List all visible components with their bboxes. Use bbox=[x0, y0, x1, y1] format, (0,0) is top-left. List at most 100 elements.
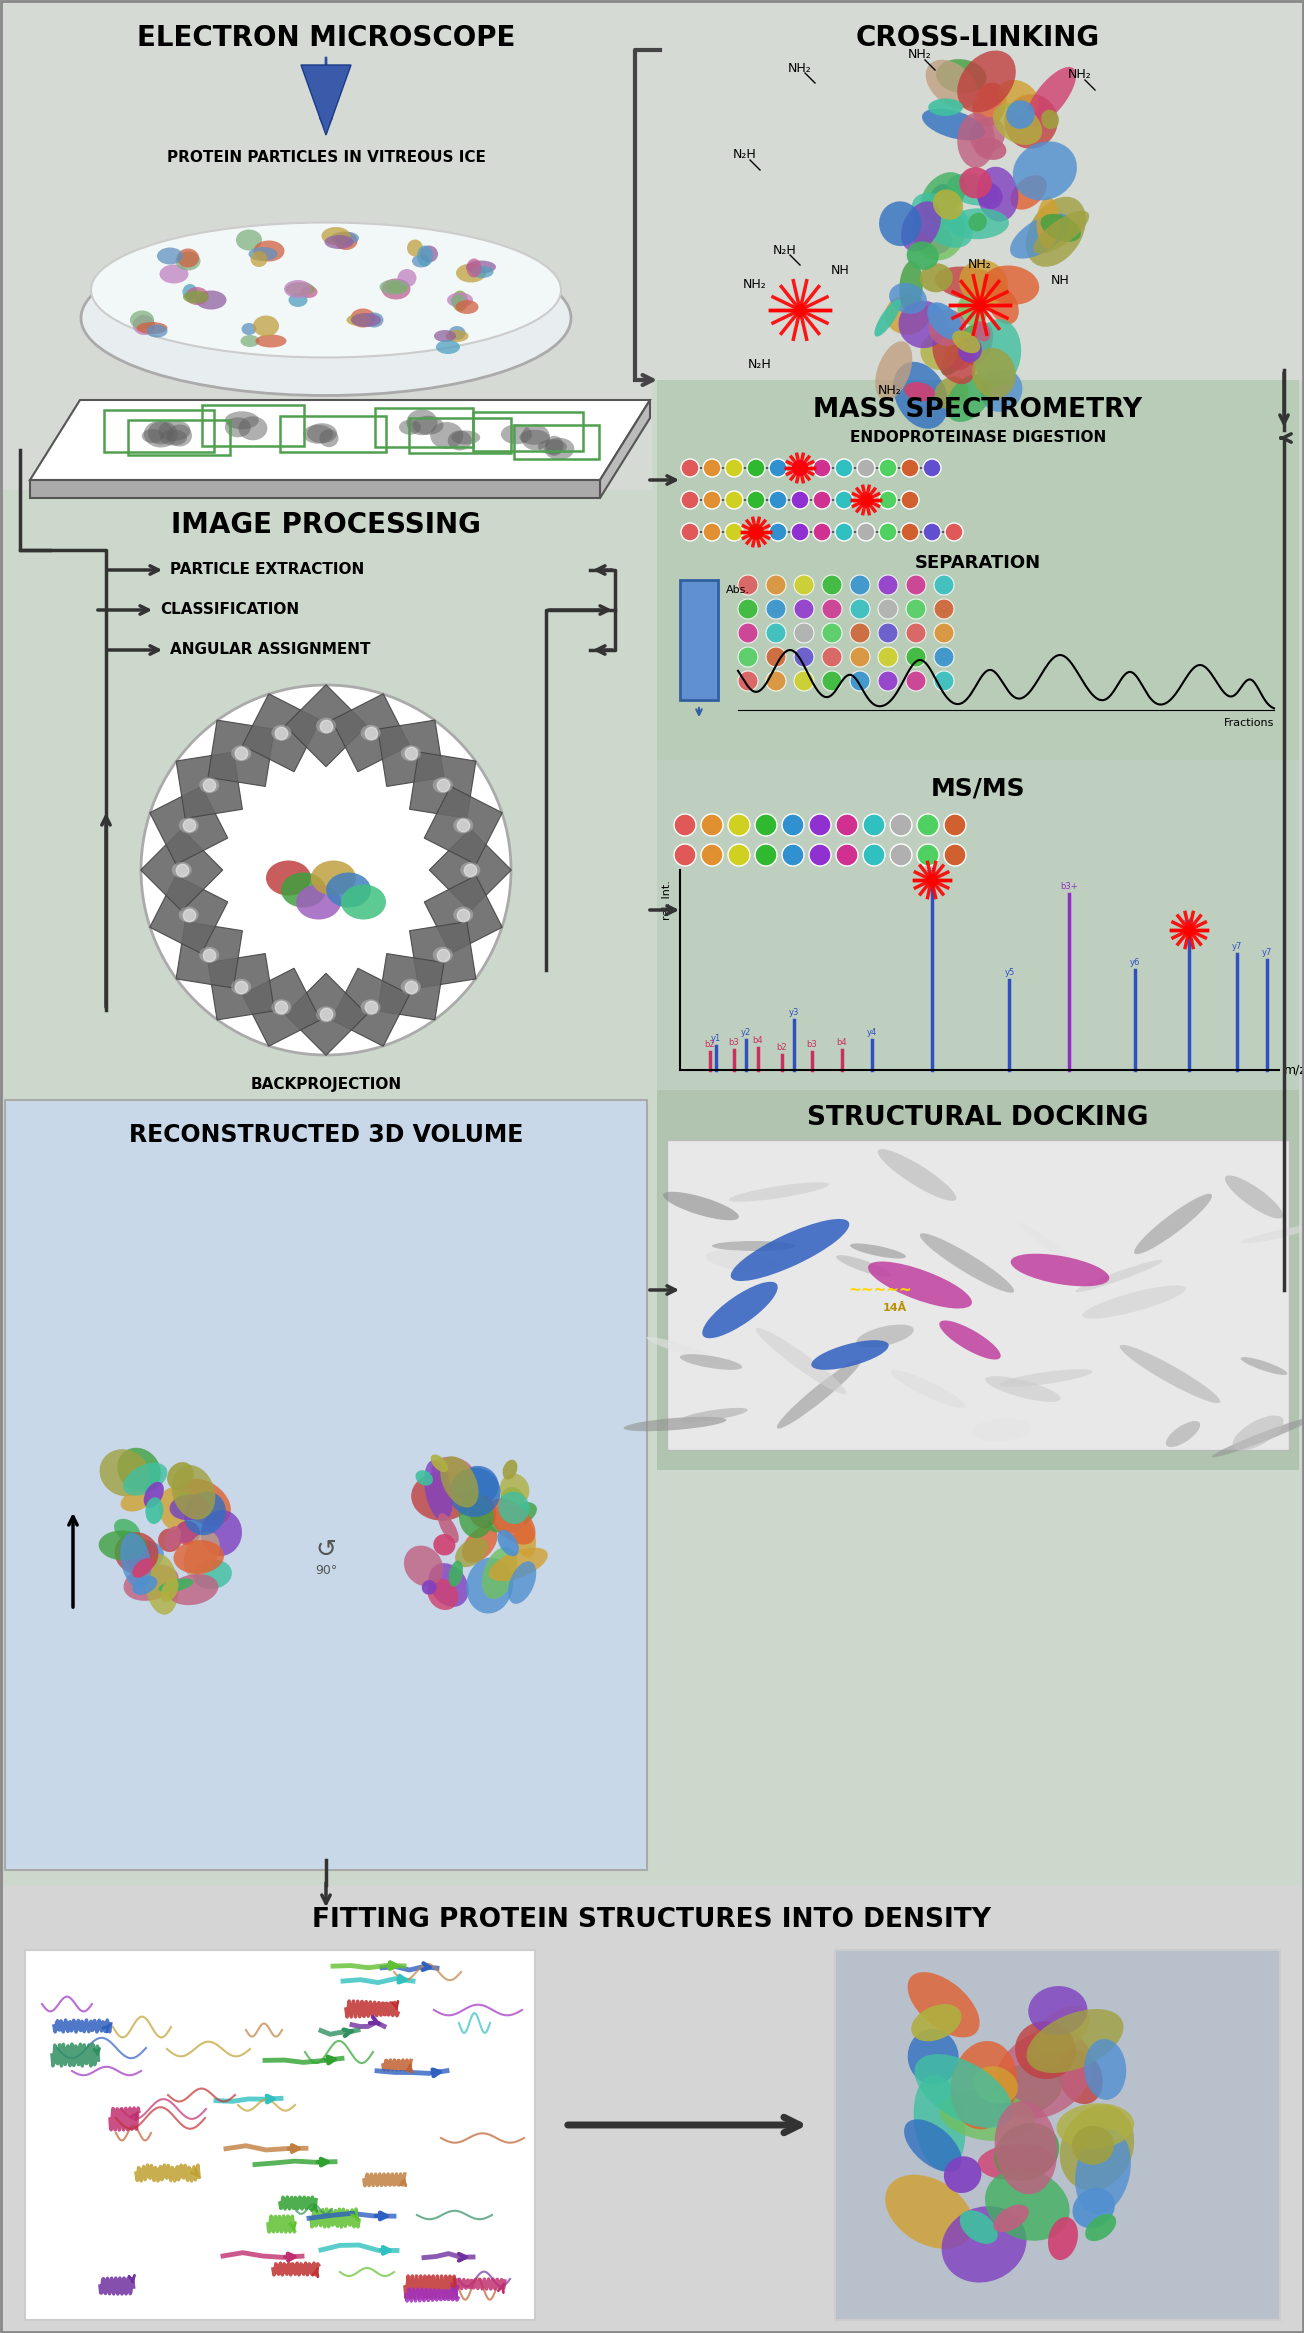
Polygon shape bbox=[150, 875, 228, 954]
Text: 14Å: 14Å bbox=[883, 1302, 908, 1313]
Ellipse shape bbox=[981, 369, 1022, 413]
Ellipse shape bbox=[908, 2030, 958, 2086]
Ellipse shape bbox=[447, 292, 473, 308]
Text: FITTING PROTEIN STRUCTURES INTO DENSITY: FITTING PROTEIN STRUCTURES INTO DENSITY bbox=[313, 1906, 991, 1934]
Text: N₂H: N₂H bbox=[773, 243, 797, 257]
Ellipse shape bbox=[935, 376, 969, 408]
Ellipse shape bbox=[900, 261, 923, 313]
Circle shape bbox=[879, 490, 897, 509]
Ellipse shape bbox=[456, 264, 486, 282]
Text: y6: y6 bbox=[1131, 959, 1141, 966]
Ellipse shape bbox=[446, 329, 468, 343]
Ellipse shape bbox=[81, 240, 571, 397]
Ellipse shape bbox=[351, 308, 376, 327]
Ellipse shape bbox=[970, 117, 1005, 154]
Circle shape bbox=[765, 623, 786, 644]
Ellipse shape bbox=[868, 1262, 971, 1309]
Point bbox=[171, 852, 192, 889]
Ellipse shape bbox=[146, 324, 167, 338]
Circle shape bbox=[878, 646, 898, 667]
Text: CROSS-LINKING: CROSS-LINKING bbox=[855, 23, 1101, 51]
Ellipse shape bbox=[296, 884, 342, 919]
Ellipse shape bbox=[1025, 68, 1076, 128]
Ellipse shape bbox=[879, 201, 922, 245]
Ellipse shape bbox=[994, 2123, 1059, 2181]
Text: y6: y6 bbox=[1184, 917, 1194, 926]
Circle shape bbox=[906, 623, 926, 644]
Ellipse shape bbox=[466, 261, 496, 273]
Ellipse shape bbox=[514, 1519, 536, 1558]
Ellipse shape bbox=[973, 82, 1007, 128]
Ellipse shape bbox=[434, 329, 456, 343]
Circle shape bbox=[808, 814, 831, 835]
Text: b3: b3 bbox=[806, 1041, 818, 1050]
FancyBboxPatch shape bbox=[0, 1885, 1304, 2333]
Point bbox=[231, 968, 252, 1006]
Ellipse shape bbox=[179, 817, 198, 833]
Ellipse shape bbox=[545, 436, 563, 455]
Ellipse shape bbox=[1082, 1285, 1185, 1318]
Circle shape bbox=[836, 814, 858, 835]
Ellipse shape bbox=[489, 1547, 548, 1582]
Ellipse shape bbox=[449, 1561, 463, 1586]
Ellipse shape bbox=[331, 231, 359, 245]
Ellipse shape bbox=[973, 2067, 1018, 2104]
Text: y3: y3 bbox=[789, 1008, 799, 1017]
Ellipse shape bbox=[928, 98, 964, 117]
Point bbox=[433, 768, 454, 805]
Text: Fractions: Fractions bbox=[1223, 719, 1274, 728]
Circle shape bbox=[794, 574, 814, 595]
Point bbox=[360, 714, 381, 751]
Ellipse shape bbox=[1041, 215, 1081, 243]
Ellipse shape bbox=[522, 425, 550, 450]
Ellipse shape bbox=[184, 1533, 220, 1577]
Polygon shape bbox=[30, 481, 600, 497]
Ellipse shape bbox=[1048, 2216, 1078, 2261]
Text: MASS SPECTROMETRY: MASS SPECTROMETRY bbox=[814, 397, 1142, 422]
Circle shape bbox=[703, 523, 721, 541]
Circle shape bbox=[906, 672, 926, 691]
Text: ↺: ↺ bbox=[316, 1537, 336, 1563]
Ellipse shape bbox=[123, 1463, 167, 1495]
Ellipse shape bbox=[1166, 1421, 1200, 1446]
Circle shape bbox=[901, 523, 919, 541]
Text: NH₂: NH₂ bbox=[908, 49, 932, 61]
Text: b4: b4 bbox=[836, 1038, 848, 1048]
Point bbox=[855, 481, 876, 518]
Circle shape bbox=[835, 460, 853, 476]
Text: b3+: b3+ bbox=[1060, 882, 1078, 891]
Ellipse shape bbox=[196, 292, 227, 310]
Ellipse shape bbox=[983, 266, 1039, 306]
Ellipse shape bbox=[960, 259, 1008, 306]
Circle shape bbox=[792, 523, 808, 541]
Circle shape bbox=[850, 600, 870, 618]
Ellipse shape bbox=[891, 1369, 965, 1407]
Ellipse shape bbox=[430, 1453, 449, 1472]
Ellipse shape bbox=[142, 429, 164, 443]
Ellipse shape bbox=[253, 315, 279, 336]
Ellipse shape bbox=[969, 212, 987, 231]
Ellipse shape bbox=[398, 268, 416, 287]
Ellipse shape bbox=[1241, 1225, 1304, 1243]
Ellipse shape bbox=[875, 299, 901, 336]
Bar bbox=[280, 415, 386, 453]
Ellipse shape bbox=[429, 1563, 468, 1607]
Ellipse shape bbox=[885, 2174, 974, 2249]
Ellipse shape bbox=[160, 1577, 179, 1603]
Ellipse shape bbox=[449, 1467, 501, 1516]
Point bbox=[271, 714, 292, 751]
Point bbox=[198, 936, 219, 973]
Ellipse shape bbox=[224, 411, 259, 429]
Ellipse shape bbox=[459, 1493, 494, 1537]
Ellipse shape bbox=[467, 259, 481, 278]
Circle shape bbox=[934, 623, 955, 644]
Ellipse shape bbox=[681, 1407, 747, 1423]
Ellipse shape bbox=[449, 327, 466, 341]
Ellipse shape bbox=[450, 294, 466, 308]
Ellipse shape bbox=[889, 282, 927, 313]
Bar bbox=[202, 406, 304, 446]
Ellipse shape bbox=[183, 292, 209, 303]
Circle shape bbox=[703, 460, 721, 476]
Ellipse shape bbox=[995, 2100, 1058, 2195]
Ellipse shape bbox=[170, 1495, 209, 1521]
